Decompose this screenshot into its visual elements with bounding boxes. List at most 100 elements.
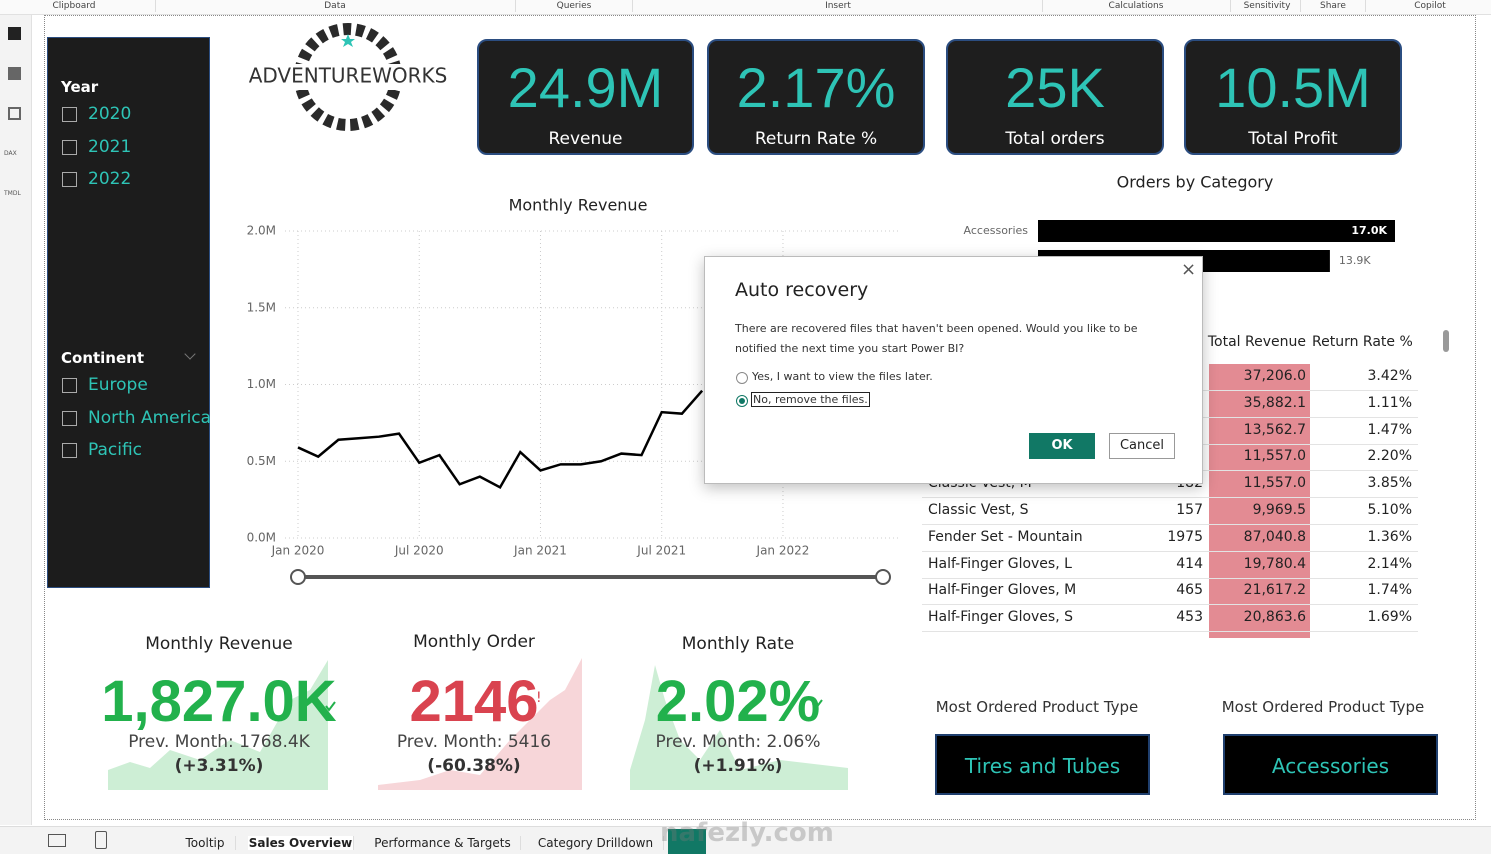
- radio-dot: [739, 398, 745, 404]
- slicer-option[interactable]: Europe: [88, 375, 148, 395]
- page-tab[interactable]: Sales Overview: [248, 836, 354, 850]
- slicer-option[interactable]: North America: [88, 407, 212, 428]
- ribbon-separator: [515, 0, 516, 12]
- kpi-value: 24.9M: [507, 56, 664, 119]
- data-label: 13.9K: [1339, 254, 1371, 267]
- slicer-option[interactable]: Pacific: [88, 440, 143, 460]
- status-check: [812, 699, 823, 710]
- table-cell: 157: [1176, 502, 1203, 518]
- logo-name: ADVENTUREWORKS: [249, 64, 448, 88]
- slicer-title: Year: [61, 78, 99, 96]
- table-cell: 1.69%: [1367, 609, 1412, 626]
- table-cell: 414: [1176, 555, 1203, 572]
- slicer-checkbox[interactable]: [62, 107, 77, 122]
- table-cell: Classic Vest, S: [928, 502, 1029, 518]
- table-cell: 35,882.1: [1243, 394, 1306, 411]
- tile-change: (-60.38%): [427, 756, 521, 776]
- slicer-option[interactable]: 2020: [88, 104, 132, 124]
- slicer-checkbox[interactable]: [62, 172, 77, 187]
- date-slider-handle[interactable]: [290, 569, 306, 585]
- x-tick-label: Jan 2021: [513, 544, 567, 558]
- close-button[interactable]: ×: [1181, 259, 1197, 280]
- page-tab[interactable]: Tooltip: [175, 836, 236, 850]
- table-cell: 3.42%: [1367, 368, 1412, 384]
- product-type-value: Accessories: [1271, 754, 1390, 778]
- ok-button[interactable]: OK: [1029, 433, 1095, 459]
- kpi-label: Revenue: [548, 129, 623, 149]
- sparkline-area: [378, 658, 582, 790]
- sparkline-area: [630, 665, 848, 790]
- page-tab[interactable]: Performance & Targets: [365, 836, 521, 850]
- slicer-checkbox[interactable]: [62, 378, 77, 393]
- table-row-divider: [922, 524, 1418, 525]
- logo-star: [341, 34, 355, 47]
- ribbon-separator: [1230, 0, 1231, 12]
- product-type-title: Most Ordered Product Type: [935, 698, 1139, 716]
- table-cell: 87,040.8: [1243, 528, 1306, 545]
- status-check: [325, 701, 336, 712]
- slicer-checkbox[interactable]: [62, 443, 77, 458]
- chart-title: Monthly Revenue: [509, 196, 648, 215]
- table-row-divider: [922, 497, 1418, 499]
- tile-title: Monthly Revenue: [145, 634, 293, 654]
- slicer-checkbox[interactable]: [62, 139, 77, 155]
- table-cell: 20,863.6: [1243, 609, 1306, 626]
- tile-change: (+3.31%): [174, 756, 264, 776]
- radio[interactable]: [736, 395, 748, 407]
- slicer-option[interactable]: 2021: [88, 136, 132, 157]
- ribbon-group-label: Copilot: [1414, 1, 1446, 11]
- product-type-box: [1223, 734, 1438, 795]
- tile-value: 2.02%: [655, 669, 821, 734]
- report-view-icon[interactable]: [8, 27, 21, 40]
- table-cell: 11,557.0: [1243, 475, 1306, 492]
- ribbon-separator: [1365, 0, 1366, 12]
- add-page[interactable]: [668, 829, 706, 854]
- table-cell: Fender Set - Mountain: [928, 528, 1083, 545]
- desktop-icon[interactable]: [48, 834, 66, 847]
- radio-label[interactable]: No, remove the files.: [751, 392, 870, 407]
- table-cell: Half-Finger Gloves, L: [928, 555, 1072, 572]
- table-row-divider: [922, 604, 1418, 606]
- kpi-value: 10.5M: [1215, 56, 1371, 119]
- slicer-option[interactable]: 2022: [88, 169, 132, 189]
- ribbon-group-label: Share: [1320, 1, 1346, 11]
- slicer-checkbox[interactable]: [62, 410, 77, 426]
- x-tick-label: Jan 2022: [756, 544, 810, 558]
- y-tick-label: 1.0M: [247, 377, 276, 391]
- ribbon-group-label: Calculations: [1108, 1, 1164, 11]
- product-type-title: Most Ordered Product Type: [1221, 698, 1425, 716]
- table-cell: 3.85%: [1367, 475, 1412, 492]
- table-cell: 21,617.2: [1243, 582, 1306, 599]
- kpi-value: 2.17%: [736, 56, 896, 119]
- model-view-icon[interactable]: [8, 107, 21, 120]
- table-pink-column: [1209, 364, 1310, 638]
- ribbon-group-label: Queries: [556, 1, 592, 11]
- radio-label[interactable]: Yes, I want to view the files later.: [752, 370, 933, 383]
- tile-previous: Prev. Month: 1768.4K: [128, 732, 310, 752]
- table-view-icon[interactable]: [8, 67, 21, 80]
- chart-title: Orders by Category: [1117, 173, 1274, 192]
- radio[interactable]: [736, 372, 748, 384]
- ribbon-group-label: Sensitivity: [1243, 1, 1291, 11]
- rail-icon-label: DAX: [4, 150, 17, 157]
- table-cell: 1.36%: [1367, 528, 1412, 545]
- table-cell: 453: [1176, 609, 1203, 626]
- date-slider-handle[interactable]: [875, 569, 891, 585]
- cancel-button[interactable]: Cancel: [1109, 433, 1175, 459]
- table-row-divider: [922, 550, 1418, 552]
- table-row-divider: [922, 577, 1418, 579]
- mobile-icon[interactable]: [95, 831, 107, 849]
- product-type-box: [935, 734, 1150, 795]
- table-cell: 37,206.0: [1243, 368, 1306, 384]
- left-rail: [0, 15, 32, 825]
- kpi-card: [707, 39, 925, 155]
- scrollbar[interactable]: [1443, 330, 1449, 352]
- table-cell: 1.74%: [1367, 582, 1412, 599]
- x-tick-label: Jul 2020: [394, 544, 444, 558]
- bar: [1038, 220, 1395, 242]
- page-tab[interactable]: Category Drilldown: [528, 836, 664, 850]
- canvas-border: [44, 15, 1476, 820]
- auto-recovery-dialog: × Auto recovery There are recovered file…: [704, 256, 1203, 484]
- dialog-title: Auto recovery: [735, 279, 869, 301]
